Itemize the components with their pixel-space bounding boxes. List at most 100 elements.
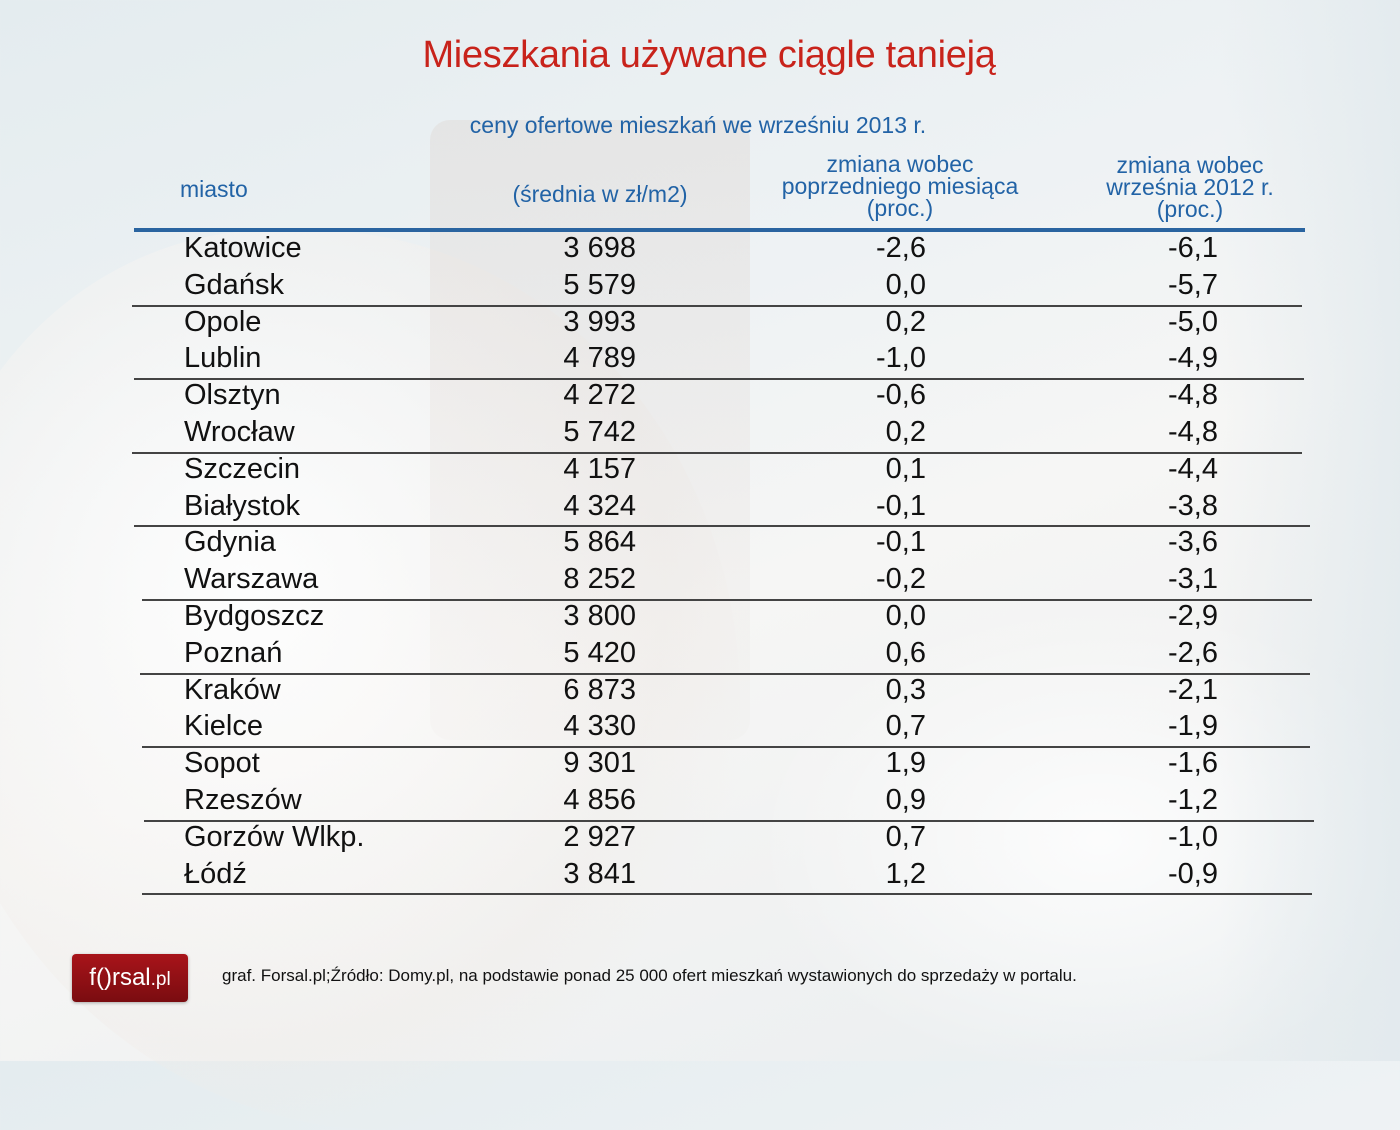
table-row: Lublin 4 789 -1,0 -4,9 xyxy=(0,340,1400,377)
column-header-line: (proc.) xyxy=(1156,196,1224,222)
table-row: Białystok 4 324 -0,1 -3,8 xyxy=(0,488,1400,525)
table-row: Bydgoszcz 3 800 0,0 -2,9 xyxy=(0,598,1400,635)
city-cell: Bydgoszcz xyxy=(184,600,325,632)
year-change-cell: -6,1 xyxy=(1168,232,1218,264)
price-cell: 4 324 xyxy=(563,489,636,522)
forsal-logo: f()rsal.pl xyxy=(72,954,188,1002)
column-header-line: (proc.) xyxy=(866,195,934,221)
month-change-cell: 0,2 xyxy=(885,305,926,338)
row-group-divider xyxy=(134,378,1304,381)
price-cell: 4 789 xyxy=(563,342,636,375)
year-change-cell: -4,8 xyxy=(1168,379,1218,412)
row-group-divider xyxy=(140,672,1310,675)
city-cell: Białystok xyxy=(184,489,301,522)
year-change-cell: -4,4 xyxy=(1168,452,1218,485)
header-rule xyxy=(134,228,1305,232)
price-cell: 4 157 xyxy=(563,452,636,485)
city-cell: Sopot xyxy=(184,747,260,780)
city-cell: Olsztyn xyxy=(184,379,281,412)
month-change-cell: 0,7 xyxy=(885,710,926,743)
city-cell: Szczecin xyxy=(184,452,301,485)
column-header-line: zmiana wobec xyxy=(1116,152,1264,178)
month-change-cell: 0,3 xyxy=(885,673,926,706)
price-cell: 5 864 xyxy=(563,526,636,559)
year-change-cell: -1,2 xyxy=(1168,784,1218,816)
year-change-cell: -3,1 xyxy=(1168,563,1218,596)
table-row: Łódź 3 841 1,2 -0,9 xyxy=(0,856,1400,893)
column-header-line: zmiana wobec xyxy=(826,151,974,177)
chart-title: Mieszkania używane ciągle tanieją xyxy=(422,34,996,76)
city-cell: Lublin xyxy=(184,342,262,375)
column-header-year-change: zmiana wobec września 2012 r. (proc.) xyxy=(1070,152,1310,222)
city-cell: Wrocław xyxy=(184,416,295,448)
chart-subtitle: ceny ofertowe mieszkań we wrześniu 2013 … xyxy=(469,112,927,138)
price-cell: 3 698 xyxy=(563,232,636,264)
price-cell: 6 873 xyxy=(563,673,636,706)
table-row: Rzeszów 4 856 0,9 -1,2 xyxy=(0,782,1400,819)
month-change-cell: -0,1 xyxy=(876,526,926,559)
price-cell: 8 252 xyxy=(563,563,636,596)
month-change-cell: 0,1 xyxy=(885,452,926,485)
price-cell: 4 272 xyxy=(563,379,636,412)
table-row: Gdynia 5 864 -0,1 -3,6 xyxy=(0,524,1400,561)
table-row: Wrocław 5 742 0,2 -4,8 xyxy=(0,414,1400,451)
year-change-cell: -1,6 xyxy=(1168,747,1218,780)
year-change-cell: -1,9 xyxy=(1168,710,1218,743)
city-cell: Łódź xyxy=(184,857,247,890)
price-cell: 4 856 xyxy=(563,784,636,816)
price-cell: 3 993 xyxy=(563,305,636,338)
source-note: graf. Forsal.pl;Źródło: Domy.pl, na pods… xyxy=(222,966,1077,985)
month-change-cell: -0,6 xyxy=(876,379,926,412)
table-row: Opole 3 993 0,2 -5,0 xyxy=(0,304,1400,341)
table-row: Poznań 5 420 0,6 -2,6 xyxy=(0,635,1400,672)
price-cell: 5 579 xyxy=(563,268,636,301)
table-row: Olsztyn 4 272 -0,6 -4,8 xyxy=(0,377,1400,414)
month-change-cell: -2,6 xyxy=(876,232,926,264)
table-row: Kraków 6 873 0,3 -2,1 xyxy=(0,672,1400,709)
month-change-cell: 1,9 xyxy=(885,747,926,780)
column-header-line: poprzedniego miesiąca xyxy=(781,173,1019,199)
price-cell: 3 841 xyxy=(563,857,636,890)
price-cell: 5 742 xyxy=(563,416,636,448)
city-cell: Rzeszów xyxy=(184,784,302,816)
city-cell: Gdynia xyxy=(184,526,276,559)
city-cell: Kielce xyxy=(184,710,263,743)
month-change-cell: 0,9 xyxy=(885,784,926,816)
table-row: Warszawa 8 252 -0,2 -3,1 xyxy=(0,561,1400,598)
month-change-cell: 1,2 xyxy=(885,857,926,890)
year-change-cell: -0,9 xyxy=(1168,857,1218,890)
year-change-cell: -2,1 xyxy=(1168,673,1218,706)
table-row: Gdańsk 5 579 0,0 -5,7 xyxy=(0,267,1400,304)
year-change-cell: -2,6 xyxy=(1168,636,1218,669)
row-group-divider xyxy=(132,304,1302,307)
city-cell: Gdańsk xyxy=(184,268,284,301)
year-change-cell: -4,9 xyxy=(1168,342,1218,375)
row-group-divider xyxy=(132,451,1302,454)
price-cell: 2 927 xyxy=(563,820,636,853)
background-door xyxy=(430,120,750,740)
month-change-cell: -0,2 xyxy=(876,563,926,596)
city-cell: Katowice xyxy=(184,232,302,264)
table-row: Katowice 3 698 -2,6 -6,1 xyxy=(0,230,1400,267)
logo-name: f()rsal xyxy=(89,964,151,991)
city-cell: Warszawa xyxy=(184,563,319,596)
year-change-cell: -1,0 xyxy=(1168,820,1218,853)
background-window xyxy=(1220,0,1400,1061)
city-cell: Kraków xyxy=(184,673,281,706)
city-cell: Poznań xyxy=(184,636,283,669)
price-cell: 3 800 xyxy=(563,600,636,632)
column-header-city: miasto xyxy=(180,176,248,202)
row-group-divider xyxy=(142,893,1312,896)
price-cell: 9 301 xyxy=(563,747,636,780)
logo-tld: .pl xyxy=(150,969,171,990)
table-row: Sopot 9 301 1,9 -1,6 xyxy=(0,745,1400,782)
year-change-cell: -4,8 xyxy=(1168,416,1218,448)
table-row: Gorzów Wlkp. 2 927 0,7 -1,0 xyxy=(0,819,1400,856)
year-change-cell: -5,0 xyxy=(1168,305,1218,338)
price-cell: 4 330 xyxy=(563,710,636,743)
row-group-divider xyxy=(142,746,1310,749)
table-row: Kielce 4 330 0,7 -1,9 xyxy=(0,708,1400,745)
month-change-cell: 0,0 xyxy=(885,268,926,301)
year-change-cell: -5,7 xyxy=(1168,268,1218,301)
month-change-cell: 0,0 xyxy=(885,600,926,632)
